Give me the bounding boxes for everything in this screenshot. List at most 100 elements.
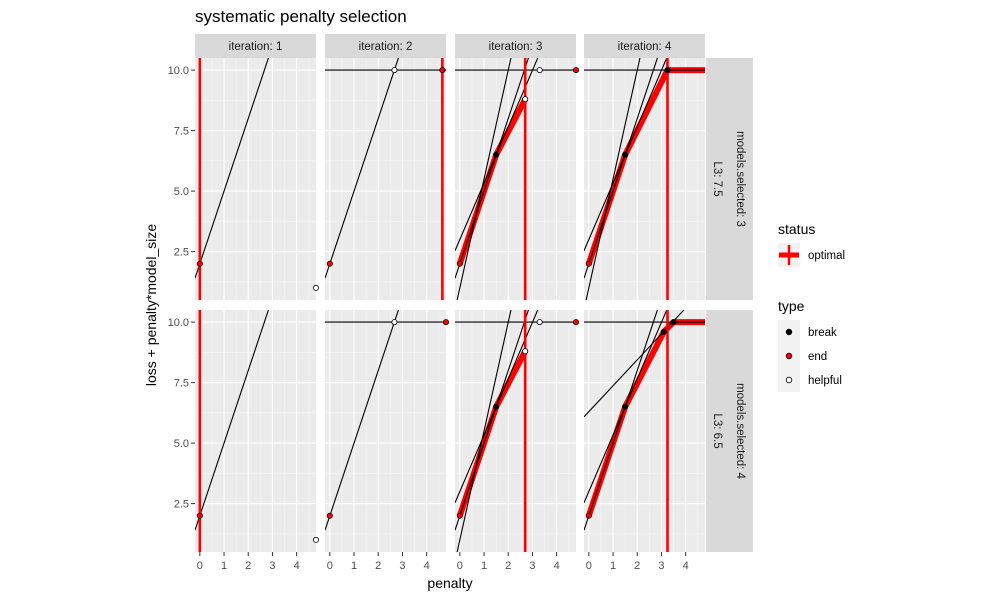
x-tick-label: 1 bbox=[351, 560, 357, 572]
point-end bbox=[573, 67, 580, 74]
model-line-1 bbox=[195, 310, 269, 531]
row-strip-outer-1 bbox=[729, 58, 753, 300]
x-tick-label: 0 bbox=[197, 560, 203, 572]
panel-r1-c1 bbox=[195, 58, 319, 300]
point-break bbox=[493, 151, 500, 158]
point-end bbox=[439, 67, 446, 74]
x-tick-label: 3 bbox=[399, 560, 405, 572]
legend-type-label: break bbox=[808, 327, 837, 339]
panel-background bbox=[455, 58, 576, 300]
chart-title: systematic penalty selection bbox=[195, 7, 407, 26]
legend-status-title: status bbox=[778, 221, 815, 237]
row-strip-inner-label: L3: 7.5 bbox=[711, 161, 723, 196]
y-tick-label: 2.5 bbox=[174, 499, 189, 511]
x-tick-label: 2 bbox=[505, 560, 511, 572]
model-line-3 bbox=[456, 310, 512, 552]
model-line-1 bbox=[325, 310, 399, 531]
y-tick-label: 10.0 bbox=[168, 65, 189, 77]
x-tick-label: 1 bbox=[610, 560, 616, 572]
point-helpful bbox=[522, 348, 529, 355]
point-end bbox=[326, 260, 333, 267]
x-tick-label: 0 bbox=[457, 560, 463, 572]
x-tick-label: 2 bbox=[634, 560, 640, 572]
panel-r2-c2 bbox=[325, 310, 449, 552]
legend-status-label: optimal bbox=[808, 250, 845, 262]
model-line-1 bbox=[325, 58, 399, 279]
column-strip-label: iteration: 2 bbox=[359, 41, 413, 53]
x-tick-label: 0 bbox=[327, 560, 333, 572]
point-end bbox=[456, 512, 463, 519]
panel-marks bbox=[325, 310, 446, 531]
point-helpful bbox=[536, 67, 543, 74]
panel-r2-c4 bbox=[584, 310, 705, 552]
legend-type-label: end bbox=[808, 351, 827, 363]
point-break bbox=[493, 403, 500, 410]
x-tick-label: 3 bbox=[529, 560, 535, 572]
point-helpful bbox=[312, 536, 319, 543]
panel-background bbox=[195, 58, 316, 300]
model-line-1 bbox=[195, 58, 269, 279]
point-helpful bbox=[536, 319, 543, 326]
x-tick-label: 3 bbox=[269, 560, 275, 572]
panel-r2-c3 bbox=[455, 310, 580, 552]
legend-status-items: optimal bbox=[778, 243, 845, 267]
legend-type-point bbox=[785, 376, 793, 384]
column-strip-4 bbox=[584, 34, 705, 58]
column-strip-3 bbox=[455, 34, 576, 58]
x-tick-label: 1 bbox=[481, 560, 487, 572]
y-tick-label: 10.0 bbox=[168, 317, 189, 329]
point-end bbox=[196, 260, 203, 267]
model-line-3 bbox=[456, 58, 512, 300]
point-helpful bbox=[391, 67, 398, 74]
legend-type-point bbox=[785, 328, 793, 336]
row-strip-outer-label: models.selected: 4 bbox=[734, 383, 746, 479]
y-tick-label: 2.5 bbox=[174, 247, 189, 259]
column-strip-label: iteration: 1 bbox=[229, 41, 283, 53]
panel-r1-c3 bbox=[455, 58, 580, 300]
x-tick-label: 4 bbox=[424, 560, 430, 572]
x-tick-label: 4 bbox=[554, 560, 560, 572]
x-tick-label: 3 bbox=[658, 560, 664, 572]
model-line-2 bbox=[455, 58, 539, 251]
column-strip-2 bbox=[325, 34, 446, 58]
point-helpful bbox=[312, 284, 319, 291]
row-strip-inner-label: L3: 6.5 bbox=[711, 413, 723, 448]
point-end bbox=[573, 319, 580, 326]
legend-type-label: helpful bbox=[808, 375, 842, 387]
legend: status optimal type break end helpful bbox=[778, 221, 845, 392]
x-tick-label: 2 bbox=[245, 560, 251, 572]
column-strip-label: iteration: 4 bbox=[618, 41, 672, 53]
legend-type-items: break end helpful bbox=[778, 320, 842, 392]
panel-background bbox=[584, 58, 705, 300]
model-line-2 bbox=[584, 58, 668, 251]
panel-background bbox=[455, 310, 576, 552]
panel-r1-c4 bbox=[584, 58, 705, 300]
point-break bbox=[660, 328, 667, 335]
x-tick-label: 4 bbox=[294, 560, 300, 572]
point-end bbox=[196, 512, 203, 519]
model-line-3 bbox=[584, 310, 685, 418]
point-break bbox=[622, 151, 629, 158]
column-strip-1 bbox=[195, 34, 316, 58]
x-tick-label: 4 bbox=[683, 560, 689, 572]
y-tick-label: 7.5 bbox=[174, 126, 189, 138]
y-tick-label: 7.5 bbox=[174, 378, 189, 390]
point-end bbox=[585, 260, 592, 267]
model-line-2 bbox=[455, 310, 539, 503]
legend-type-title: type bbox=[778, 298, 805, 314]
legend-type-point bbox=[785, 352, 793, 360]
model-line-1 bbox=[584, 310, 658, 531]
point-end bbox=[442, 319, 449, 326]
x-axis-title: penalty bbox=[427, 575, 472, 591]
y-axis-title: loss + penalty*model_size bbox=[143, 224, 159, 386]
point-helpful bbox=[391, 319, 398, 326]
x-tick-label: 1 bbox=[221, 560, 227, 572]
panel-background bbox=[325, 310, 446, 552]
panel-background bbox=[195, 310, 316, 552]
point-end bbox=[326, 512, 333, 519]
point-end bbox=[585, 512, 592, 519]
x-tick-label: 2 bbox=[375, 560, 381, 572]
row-strip-inner-1 bbox=[706, 58, 729, 300]
panel-marks bbox=[584, 58, 705, 300]
